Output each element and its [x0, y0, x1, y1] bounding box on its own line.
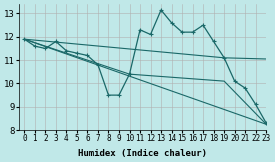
X-axis label: Humidex (Indice chaleur): Humidex (Indice chaleur) [78, 149, 207, 158]
